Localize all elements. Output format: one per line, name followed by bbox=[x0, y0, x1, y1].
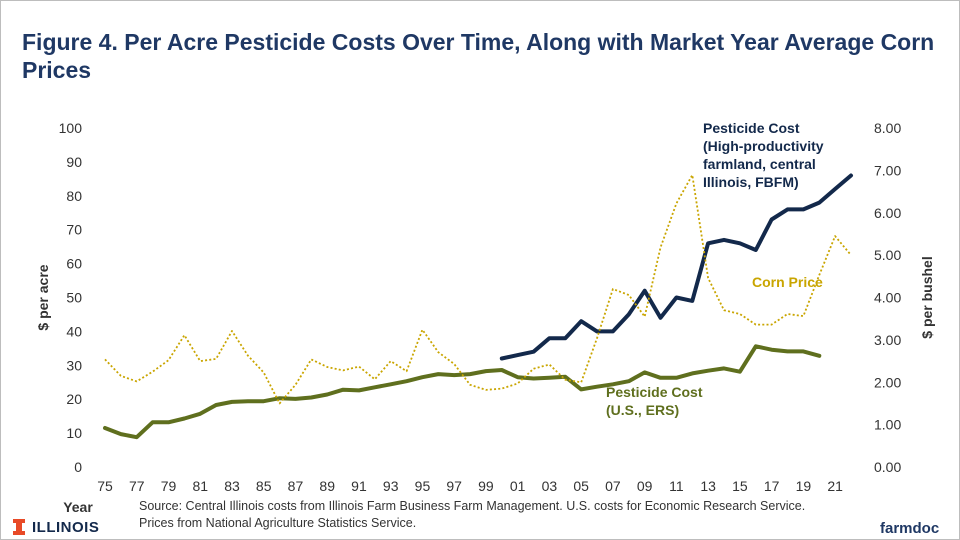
y-right-tick-label: 0.00 bbox=[874, 459, 901, 475]
y-left-tick-label: 70 bbox=[66, 222, 82, 238]
series-label-1: Pesticide Cost (U.S., ERS) bbox=[606, 384, 703, 418]
axes: 01020304050607080901000.001.002.003.004.… bbox=[35, 120, 935, 515]
x-tick-label: 05 bbox=[573, 478, 589, 494]
y-left-tick-label: 90 bbox=[66, 154, 82, 170]
y-right-tick-label: 1.00 bbox=[874, 417, 901, 433]
x-tick-label: 99 bbox=[478, 478, 494, 494]
x-tick-label: 85 bbox=[256, 478, 272, 494]
x-tick-label: 91 bbox=[351, 478, 367, 494]
x-tick-label: 89 bbox=[319, 478, 335, 494]
y-left-tick-label: 20 bbox=[66, 391, 82, 407]
x-tick-label: 17 bbox=[764, 478, 780, 494]
y-right-tick-label: 6.00 bbox=[874, 205, 901, 221]
chart-title: Figure 4. Per Acre Pesticide Costs Over … bbox=[22, 29, 935, 83]
series-label-line: Pesticide Cost bbox=[703, 120, 800, 136]
series-label-line: Illinois, FBFM) bbox=[703, 174, 799, 190]
y-left-tick-label: 80 bbox=[66, 188, 82, 204]
x-tick-label: 87 bbox=[288, 478, 304, 494]
series-label-line: Pesticide Cost bbox=[606, 384, 703, 400]
x-tick-label: 09 bbox=[637, 478, 653, 494]
y-right-tick-label: 7.00 bbox=[874, 162, 901, 178]
x-axis-title: Year bbox=[63, 499, 93, 515]
x-tick-label: 07 bbox=[605, 478, 621, 494]
series-label-line: (U.S., ERS) bbox=[606, 402, 679, 418]
series-label-2: Corn Price bbox=[752, 274, 823, 290]
series-label-line: (High-productivity bbox=[703, 138, 824, 154]
farmdoc-logo: farmdoc bbox=[880, 520, 940, 537]
series-layer bbox=[103, 173, 853, 440]
y-left-tick-label: 50 bbox=[66, 290, 82, 306]
x-tick-label: 83 bbox=[224, 478, 240, 494]
y-left-tick-label: 30 bbox=[66, 357, 82, 373]
y-right-tick-label: 4.00 bbox=[874, 290, 901, 306]
x-tick-label: 13 bbox=[700, 478, 716, 494]
y-left-axis-title: $ per acre bbox=[35, 264, 51, 330]
y-right-axis-title: $ per bushel bbox=[919, 256, 935, 338]
series-label-line: Corn Price bbox=[752, 274, 823, 290]
y-left-tick-label: 10 bbox=[66, 425, 82, 441]
illinois-logo: ILLINOIS bbox=[12, 518, 99, 536]
y-left-tick-label: 60 bbox=[66, 256, 82, 272]
y-left-tick-label: 0 bbox=[74, 459, 82, 475]
x-tick-label: 75 bbox=[97, 478, 113, 494]
illinois-block-i-icon bbox=[13, 519, 25, 535]
series-line-1 bbox=[103, 344, 822, 440]
x-tick-label: 01 bbox=[510, 478, 526, 494]
series-line-2 bbox=[104, 174, 852, 405]
x-tick-label: 95 bbox=[415, 478, 431, 494]
x-tick-label: 03 bbox=[542, 478, 558, 494]
x-tick-label: 19 bbox=[796, 478, 812, 494]
series-line-0 bbox=[499, 173, 853, 361]
x-tick-label: 11 bbox=[669, 478, 684, 494]
series-labels: Pesticide Cost (High-productivity farmland… bbox=[606, 120, 824, 418]
x-tick-label: 21 bbox=[827, 478, 843, 494]
series-label-line: farmland, central bbox=[703, 156, 816, 172]
y-right-tick-label: 8.00 bbox=[874, 120, 901, 136]
y-left-tick-label: 100 bbox=[59, 120, 83, 136]
y-left-tick-label: 40 bbox=[66, 323, 82, 339]
x-tick-label: 81 bbox=[192, 478, 208, 494]
x-tick-label: 93 bbox=[383, 478, 399, 494]
source-note: Source: Central Illinois costs from Illi… bbox=[139, 499, 806, 530]
y-right-tick-label: 5.00 bbox=[874, 247, 901, 263]
y-right-tick-label: 2.00 bbox=[874, 374, 901, 390]
x-tick-label: 77 bbox=[129, 478, 145, 494]
x-tick-label: 97 bbox=[446, 478, 462, 494]
illinois-logo-text: ILLINOIS bbox=[32, 518, 100, 536]
x-tick-label: 15 bbox=[732, 478, 748, 494]
series-label-0: Pesticide Cost (High-productivity farmland… bbox=[703, 120, 824, 190]
x-tick-label: 79 bbox=[161, 478, 177, 494]
y-right-tick-label: 3.00 bbox=[874, 332, 901, 348]
